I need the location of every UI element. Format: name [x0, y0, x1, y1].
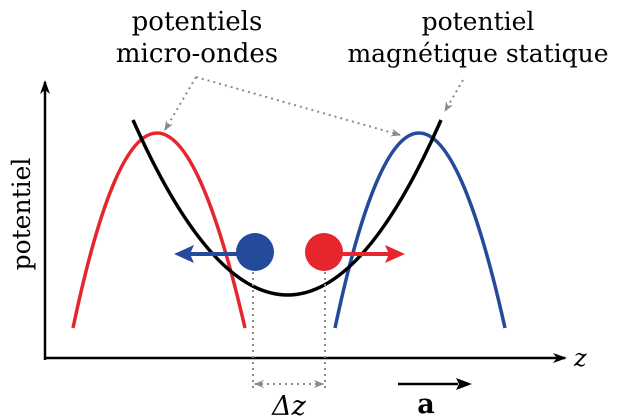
- label-static-line1: potentiel: [422, 7, 535, 36]
- blue-force-arrowhead: [174, 245, 194, 263]
- label-microwave-line2: micro-ondes: [116, 39, 278, 69]
- label-microwave-line1: potentiels: [132, 7, 263, 37]
- label-acceleration: a: [417, 389, 435, 419]
- label-separation: Δz: [271, 391, 306, 419]
- static-magnetic-potential: [131, 119, 443, 297]
- blue-atom: [236, 233, 274, 271]
- label-y-axis: potentiel: [7, 158, 36, 271]
- pointer-static: [444, 79, 464, 112]
- label-x-axis: z: [573, 344, 587, 372]
- red-microwave-potential: [71, 131, 247, 329]
- pointer-microwave-left: [164, 76, 197, 131]
- blue-microwave-potential: [333, 131, 507, 329]
- label-static-line2: magnétique statique: [347, 39, 608, 68]
- pointer-microwave-right: [195, 76, 401, 137]
- red-force-arrowhead: [385, 245, 405, 263]
- red-atom: [305, 233, 343, 271]
- acceleration-arrowhead: [456, 378, 472, 390]
